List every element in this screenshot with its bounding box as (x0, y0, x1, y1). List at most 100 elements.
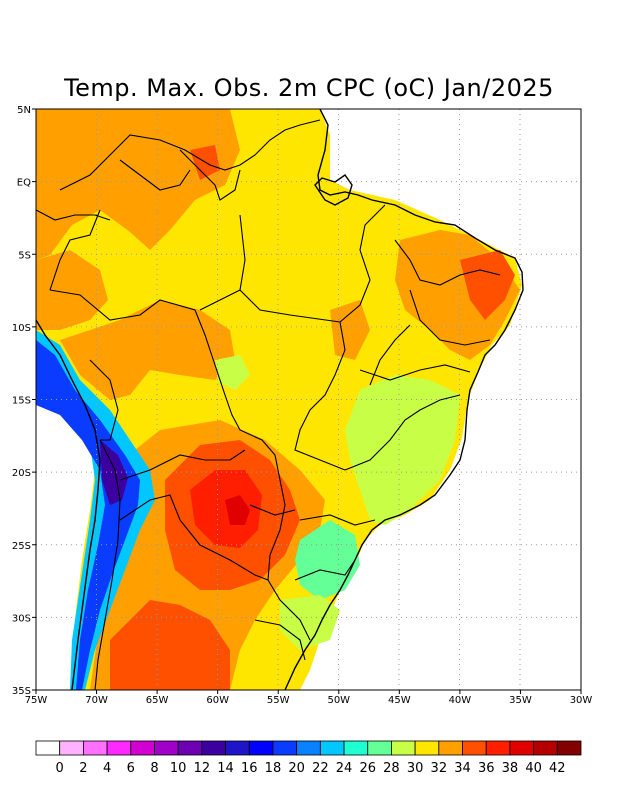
colorbar-label: 40 (525, 761, 542, 776)
x-tick-label: 55W (267, 695, 290, 706)
colorbar-label: 36 (478, 761, 495, 776)
region-darkblue-andes (100, 440, 128, 505)
y-tick-label: 5S (18, 250, 31, 261)
colorbar-swatch (438, 740, 463, 756)
colorbar-label: 18 (265, 761, 282, 776)
region-orange-sw-central (60, 300, 235, 400)
border-uruguay (254, 619, 306, 661)
map-title: Temp. Max. Obs. 2m CPC (oC) Jan/2025 (63, 74, 554, 102)
colorbar-swatch (106, 740, 132, 756)
border-states-10 (394, 239, 501, 286)
region-green-south (295, 520, 360, 600)
gridlines (36, 109, 581, 690)
border-guianas (179, 149, 241, 201)
border-peru-bolivia (89, 359, 119, 441)
colorbar-label: 42 (549, 761, 566, 776)
border-states-2 (339, 204, 386, 323)
colorbar-swatch (272, 740, 298, 756)
y-tick-label: EQ (17, 178, 31, 189)
x-tick-label: 50W (327, 695, 350, 706)
border-states-9 (409, 289, 491, 346)
colorbar-label: 2 (79, 761, 87, 776)
coastline-pacific (36, 319, 101, 690)
colorbar-label: 34 (454, 761, 471, 776)
colorbar-swatch (556, 740, 582, 756)
border-venezuela (119, 159, 191, 191)
border-states-8 (294, 559, 356, 581)
colorbar-label: 6 (127, 761, 135, 776)
colorbar-label: 22 (312, 761, 329, 776)
colorbar-swatch (343, 740, 369, 756)
colorbar-swatch (35, 740, 61, 756)
border-brazil-west (49, 289, 311, 641)
colorbar-label: 38 (502, 761, 519, 776)
coastline-atlantic (284, 109, 524, 690)
x-tick-label: 40W (449, 695, 472, 706)
border-paraguay (249, 504, 296, 516)
region-red-core-2 (225, 495, 250, 525)
y-tick-label: 25S (12, 541, 31, 552)
colorbar-swatch (201, 740, 226, 756)
colorbar-swatch (533, 740, 558, 756)
temperature-field (36, 109, 581, 690)
colorbar-label: 4 (103, 761, 111, 776)
border-bolivia-paraguay (119, 449, 246, 481)
x-axis: 75W 70W 65W 60W 55W 50W 45W 40W 35W 30W (25, 690, 593, 706)
colorbar-swatch (509, 740, 535, 756)
x-tick-label: 60W (206, 695, 229, 706)
colorbar-label: 16 (241, 761, 258, 776)
colorbar-swatch (130, 740, 155, 756)
colorbar-labels: 0 2 4 6 8 10 12 14 16 18 20 22 24 26 28 30 32 34 36 38 40 42 (56, 761, 566, 776)
y-tick-label: 30S (12, 613, 31, 624)
colorbar-swatch (248, 740, 274, 756)
colorbar-label: 28 (383, 761, 400, 776)
border-states-7 (299, 514, 376, 526)
colorbar-label: 20 (288, 761, 305, 776)
colorbar-swatch (225, 740, 250, 756)
border-states-6 (344, 394, 461, 471)
coastline-and-borders (36, 109, 524, 690)
colorbar-label: 32 (431, 761, 448, 776)
colorbar-label: 14 (217, 761, 234, 776)
colorbar-swatch (59, 740, 84, 756)
x-tick-label: 35W (509, 695, 532, 706)
colorbar-label: 26 (359, 761, 376, 776)
border-states-1 (239, 214, 341, 323)
colorbar-swatch (391, 740, 416, 756)
border-argentina (119, 494, 269, 581)
colorbar-swatch (485, 740, 511, 756)
region-lightgreen-se (345, 375, 460, 525)
colorbar-swatch (154, 740, 179, 756)
colorbar-label: 30 (407, 761, 424, 776)
border-states-4 (294, 321, 346, 471)
x-tick-label: 65W (146, 695, 169, 706)
x-tick-label: 70W (85, 695, 108, 706)
colorbar-label: 0 (56, 761, 64, 776)
border-brazil-north (59, 119, 321, 191)
border-colombia-ecuador (36, 209, 111, 221)
border-states-3 (199, 289, 241, 311)
y-tick-label: 15S (12, 396, 31, 407)
colorbar-swatch (462, 740, 487, 756)
colorbar-swatch (414, 740, 440, 756)
colorbar-swatch (82, 740, 108, 756)
region-orange-w (36, 250, 108, 330)
x-tick-label: 30W (570, 695, 593, 706)
colorbar-swatch (319, 740, 345, 756)
region-red-core (190, 470, 262, 548)
border-peru-brazil (49, 209, 101, 291)
region-lightgreen-center (215, 355, 250, 390)
border-chile-argentina (94, 439, 121, 690)
region-orange-ne-coast (330, 300, 370, 360)
y-tick-label: 20S (12, 468, 31, 479)
colorbar (35, 740, 582, 756)
colorbar-swatch (367, 740, 392, 756)
region-redorange-sw (110, 600, 230, 690)
y-tick-label: 5N (17, 105, 31, 116)
y-tick-label: 10S (12, 323, 31, 334)
y-axis: 5N EQ 5S 10S 15S 20S 25S 30S 35S (12, 105, 36, 697)
border-states-11 (369, 324, 411, 386)
border-states-5 (359, 364, 471, 381)
x-tick-label: 75W (25, 695, 48, 706)
